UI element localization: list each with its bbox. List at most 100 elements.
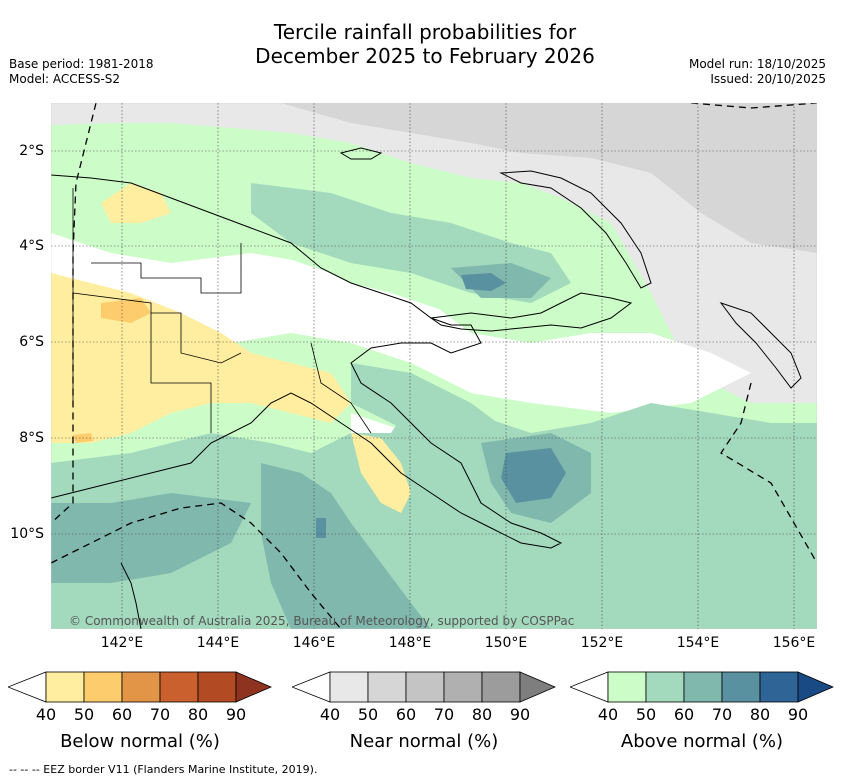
lon-label-142e: 142°E [100, 635, 144, 651]
model-run: Model run: 18/10/2025 [688, 57, 826, 71]
above-normal-title: Above normal (%) [620, 731, 784, 752]
above-swatch-over [797, 671, 834, 703]
border-gulf [151, 312, 242, 364]
below-tick-40: 40 [35, 705, 57, 724]
below-swatch-60-70 [121, 671, 161, 703]
above-normal-60-zone-west [51, 493, 251, 583]
issued-date: Issued: 20/10/2025 [710, 72, 826, 86]
eez-border-south [51, 502, 342, 629]
near-tick-80: 80 [471, 705, 493, 724]
lon-label-150e: 150°E [484, 635, 528, 651]
lat-label-6s: 6°S [19, 334, 44, 350]
above-tick-70: 70 [711, 705, 733, 724]
coastline-bougainville [719, 302, 802, 389]
near-tick-50: 50 [357, 705, 379, 724]
eez-border [51, 103, 817, 629]
lon-label-146e: 146°E [292, 635, 336, 651]
above-swatch-40-50 [607, 671, 647, 703]
below-swatch-under [8, 671, 47, 703]
base-period: Base period: 1981-2018 [9, 57, 154, 71]
near-swatch-60-70 [405, 671, 445, 703]
near-swatch-40-50 [329, 671, 369, 703]
near-swatch-80-90 [481, 671, 521, 703]
above-normal-60-zone-south [261, 463, 431, 629]
coastline-manus [339, 147, 383, 160]
above-tick-50: 50 [635, 705, 657, 724]
rainfall-map: © Commonwealth of Australia 2025, Bureau… [51, 103, 817, 629]
near-tick-90: 90 [509, 705, 531, 724]
coastline-new-guinea [51, 174, 563, 549]
above-tick-60: 60 [673, 705, 695, 724]
below-tick-90: 90 [225, 705, 247, 724]
below-swatch-70-80 [159, 671, 199, 703]
coastline-australia-north [120, 562, 142, 629]
below-tick-80: 80 [187, 705, 209, 724]
map-title: Tercile rainfall probabilities for Decem… [0, 20, 850, 68]
meta-right: Model run: 18/10/2025 Issued: 20/10/2025 [689, 57, 826, 87]
near-normal-title: Near normal (%) [349, 731, 499, 752]
below-normal-50-zone [101, 298, 151, 323]
near-swatch-70-80 [443, 671, 483, 703]
coastline [51, 147, 802, 629]
lat-label-2s: 2°S [19, 143, 44, 159]
below-swatch-over [235, 671, 272, 703]
above-swatch-80-90 [759, 671, 799, 703]
title-line-2: December 2025 to February 2026 [255, 44, 595, 68]
lon-label-154e: 154°E [676, 635, 720, 651]
model-name: Model: ACCESS-S2 [9, 72, 121, 86]
eez-border-east [690, 103, 817, 109]
above-swatch-50-60 [645, 671, 685, 703]
near-tick-40: 40 [319, 705, 341, 724]
near-normal-north-zone [51, 103, 817, 403]
lon-label-148e: 148°E [388, 635, 432, 651]
below-normal-zone-east [351, 433, 411, 513]
near-swatch-over [519, 671, 556, 703]
lon-label-144e: 144°E [196, 635, 240, 651]
lon-label-156e: 156°E [772, 635, 816, 651]
above-swatch-under [570, 671, 609, 703]
coastline-new-britain [429, 292, 633, 332]
graticule [51, 103, 817, 629]
below-tick-70: 70 [149, 705, 171, 724]
near-normal-north-darker [281, 103, 817, 253]
above-normal-70-zone [501, 448, 566, 503]
colorbar-below [8, 671, 272, 703]
coastline-new-ireland [499, 170, 652, 289]
above-normal-70-zone-south [316, 518, 326, 538]
above-tick-40: 40 [597, 705, 619, 724]
border-morobe [310, 342, 372, 434]
below-swatch-50-60 [83, 671, 123, 703]
border-southern-highlands [91, 243, 242, 294]
eez-footnote: -- -- -- EEZ border V11 (Flanders Marine… [9, 763, 318, 776]
near-tick-70: 70 [433, 705, 455, 724]
near-swatch-under [292, 671, 331, 703]
neutral-band-1 [51, 233, 751, 413]
near-normal-east-darker [691, 163, 817, 253]
lat-label-4s: 4°S [19, 238, 44, 254]
lon-label-152e: 152°E [580, 635, 624, 651]
above-normal-50-zone-middle [351, 363, 511, 453]
below-normal-zone-north [101, 183, 171, 223]
lat-label-10s: 10°S [10, 526, 44, 542]
above-tick-90: 90 [787, 705, 809, 724]
below-tick-50: 50 [73, 705, 95, 724]
near-tick-60: 60 [395, 705, 417, 724]
above-swatch-70-80 [721, 671, 761, 703]
lat-label-8s: 8°S [19, 430, 44, 446]
above-swatch-60-70 [683, 671, 723, 703]
meta-left: Base period: 1981-2018 Model: ACCESS-S2 [9, 57, 154, 87]
border-western-province [72, 292, 212, 433]
colorbar-above [570, 671, 834, 703]
near-swatch-50-60 [367, 671, 407, 703]
copyright-text: © Commonwealth of Australia 2025, Bureau… [69, 614, 574, 628]
below-normal-title: Below normal (%) [60, 731, 220, 752]
colorbar-near [292, 671, 556, 703]
above-normal-50-zone-south [51, 403, 817, 629]
below-tick-60: 60 [111, 705, 133, 724]
title-line-1: Tercile rainfall probabilities for [273, 20, 577, 44]
above-tick-80: 80 [749, 705, 771, 724]
above-normal-70-zone-north [461, 273, 506, 291]
below-swatch-80-90 [197, 671, 237, 703]
below-swatch-40-50 [45, 671, 85, 703]
eez-border-southeast [720, 382, 817, 564]
